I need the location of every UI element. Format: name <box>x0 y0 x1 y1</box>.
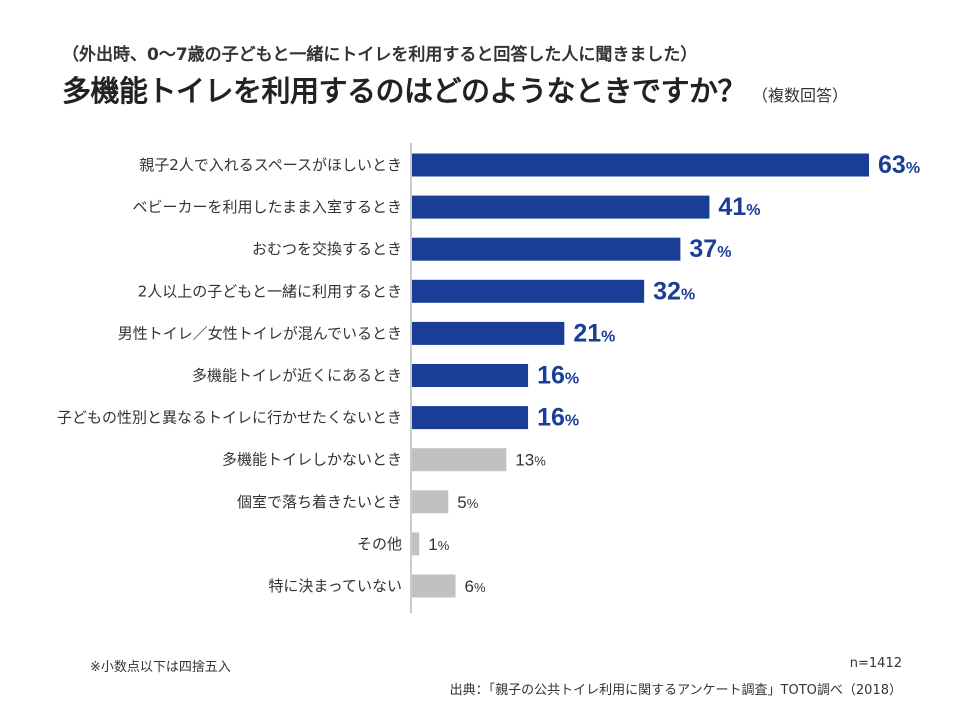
category-label: 特に決まっていない <box>268 577 402 595</box>
bar <box>412 364 529 387</box>
data-label: 16% <box>537 404 579 432</box>
data-label: 41% <box>718 193 760 221</box>
category-label: ベビーカーを利用したまま入室するとき <box>132 198 402 216</box>
bar <box>412 490 449 514</box>
category-label: 親子2人で入れるスペースがほしいとき <box>139 156 402 174</box>
bar <box>412 237 681 261</box>
bar <box>412 153 869 177</box>
category-label: 多機能トイレしかないとき <box>222 451 402 469</box>
bar-chart: 親子2人で入れるスペースがほしいとき 63% ベビーカーを利用したまま入室するとき 4… <box>57 143 920 613</box>
chart-title: 多機能トイレを利用するのはどのようなときですか？ <box>62 74 747 108</box>
data-label: 1% <box>428 535 449 554</box>
data-label: 5% <box>457 493 478 512</box>
bar <box>412 406 529 430</box>
rounding-footnote: ※小数点以下は四捨五入 <box>90 660 231 675</box>
bar <box>412 321 565 345</box>
data-label: 32% <box>653 277 695 305</box>
category-label: 男性トイレ／女性トイレが混んでいるとき <box>118 324 402 342</box>
category-label: 2人以上の子どもと一緒に利用するとき <box>138 282 402 300</box>
data-label: 16% <box>537 362 579 390</box>
data-label: 37% <box>689 235 731 263</box>
title-row: 多機能トイレを利用するのはどのようなときですか？ （複数回答） <box>62 68 848 110</box>
bar <box>412 532 420 556</box>
data-label: 21% <box>573 319 615 347</box>
category-label: おむつを交換するとき <box>252 240 402 258</box>
bar <box>412 195 710 219</box>
category-label: 個室で落ち着きたいとき <box>237 493 402 511</box>
category-label: 多機能トイレが近くにあるとき <box>192 367 402 385</box>
source-citation: 出典：「親子の公共トイレ利用に関するアンケート調査」TOTO調べ（2018） <box>449 683 902 698</box>
chart-subtitle: （外出時、0〜7歳の子どもと一緒にトイレを利用すると回答した人に聞きました） <box>62 45 698 65</box>
title-note: （複数回答） <box>752 86 849 105</box>
sample-size: n=1412 <box>849 656 902 671</box>
data-label: 6% <box>465 577 486 596</box>
data-label: 63% <box>878 151 920 179</box>
data-label: 13% <box>515 451 546 470</box>
category-label: 子どもの性別と異なるトイレに行かせたくないとき <box>57 409 402 427</box>
bar <box>412 448 507 472</box>
bar <box>412 574 456 598</box>
category-label: その他 <box>357 535 402 553</box>
bar <box>412 279 645 303</box>
